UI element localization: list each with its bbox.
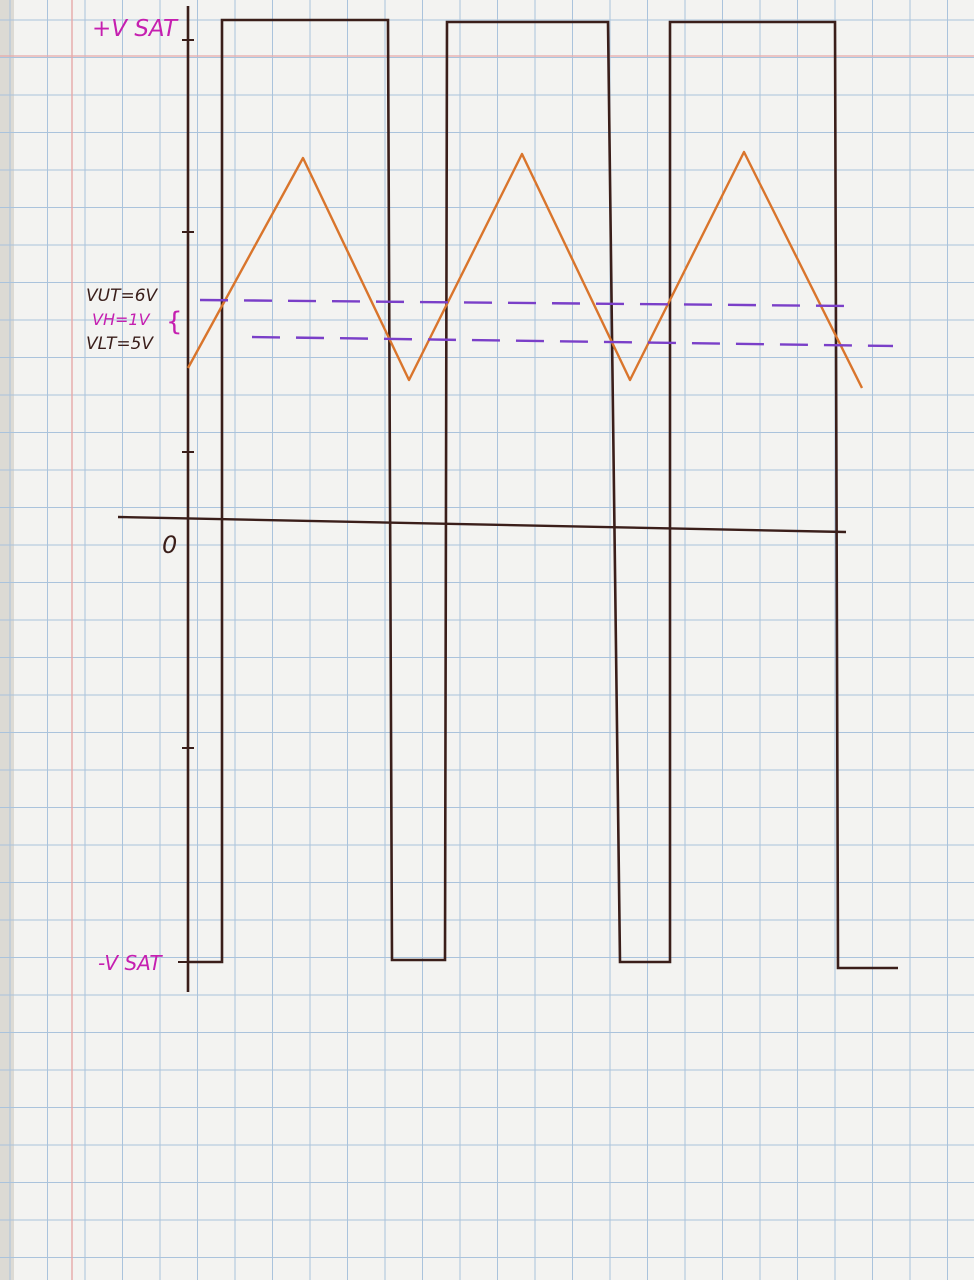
vlt-label: VLT=5V	[86, 334, 154, 354]
minus-vsat-label: -V SAT	[98, 951, 163, 975]
vh-brace: {	[166, 307, 183, 337]
zero-axis	[117, 515, 847, 534]
page-left-edge-shadow	[0, 0, 14, 1280]
axis-ticks	[178, 39, 196, 963]
triangle-wave	[186, 150, 864, 389]
upper-threshold-line	[199, 298, 853, 308]
lower-threshold-line	[251, 335, 894, 348]
vh-label: VH=1V	[92, 310, 151, 329]
plus-vsat-label: +V SAT	[92, 16, 179, 42]
vut-label: VUT=6V	[86, 286, 159, 306]
square-wave	[188, 18, 898, 970]
zero-label: 0	[162, 531, 177, 559]
